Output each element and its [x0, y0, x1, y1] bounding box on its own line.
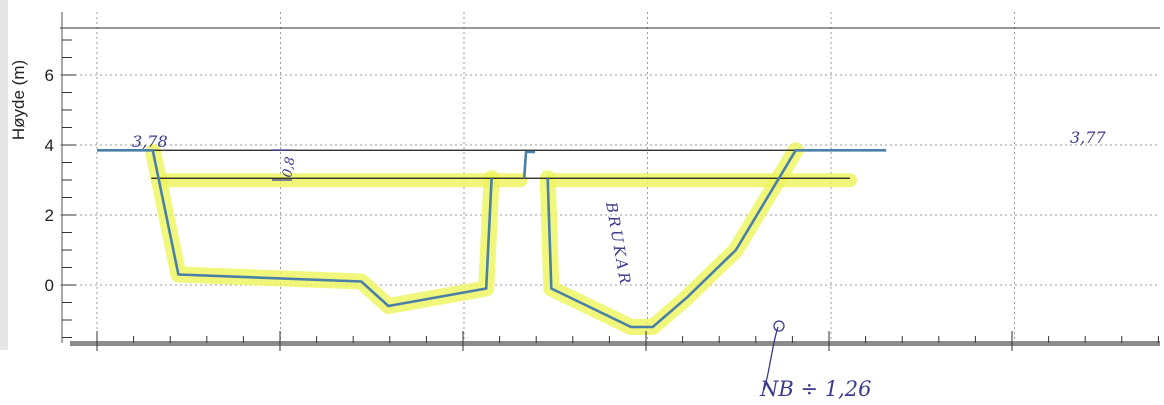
highlight-marker — [145, 142, 857, 335]
y-tick-label: 6 — [45, 66, 54, 85]
depth-annotation: 0,8 — [280, 156, 298, 179]
left-level-annotation: 3,78 — [132, 132, 168, 151]
y-tick-label: 4 — [45, 136, 54, 155]
right-level-annotation: 3,77 — [1070, 128, 1106, 147]
y-tick-label: 0 — [45, 276, 54, 295]
axes — [61, 12, 1160, 351]
x-axis-bar — [70, 341, 1160, 346]
y-axis-title: Høyde (m) — [9, 60, 28, 140]
profile-line — [522, 150, 535, 179]
note-pointer — [763, 326, 779, 391]
bridge-annotation: BRUKAR — [602, 200, 635, 288]
profile-line — [546, 149, 887, 329]
lowest-point-marker — [773, 320, 785, 332]
left-edge-strip — [0, 0, 8, 350]
series-lines — [60, 27, 1160, 329]
profile-line — [97, 149, 493, 308]
y-tick-labels: 0 2 4 6 — [45, 66, 54, 295]
note-annotation: NB ÷ 1,26 — [759, 377, 872, 401]
y-tick-label: 2 — [45, 206, 54, 225]
